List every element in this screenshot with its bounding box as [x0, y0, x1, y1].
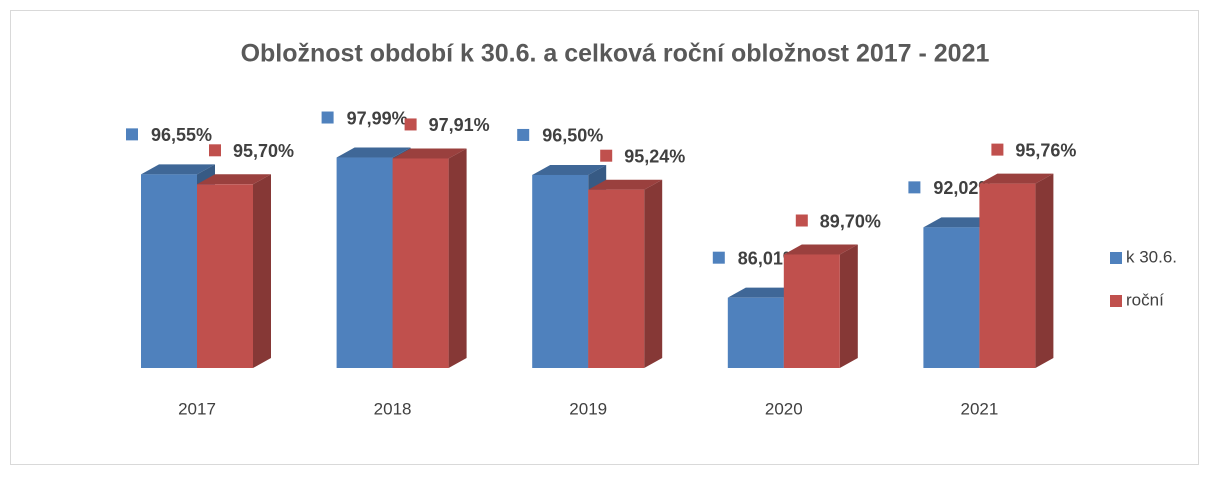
bar	[197, 184, 253, 368]
bar-top	[532, 164, 607, 175]
data-label: 95,70%	[233, 141, 294, 161]
label-marker	[908, 181, 921, 194]
bar-side	[839, 244, 858, 368]
bar-side	[448, 148, 467, 368]
label-marker	[209, 144, 221, 157]
bar-top	[923, 217, 998, 228]
data-label: 95,76%	[1015, 140, 1076, 160]
label-marker	[712, 251, 725, 264]
bar-top	[336, 147, 411, 158]
bar-top	[392, 148, 467, 159]
x-tick-label: 2021	[960, 399, 998, 418]
bar	[532, 174, 589, 368]
label-marker	[517, 128, 530, 141]
bar-top	[141, 164, 215, 175]
bar	[979, 183, 1036, 368]
x-tick-label: 2020	[765, 399, 803, 418]
bar	[923, 227, 980, 368]
label-marker	[795, 214, 808, 227]
bar	[336, 157, 393, 368]
data-label: 92,02%	[933, 178, 994, 198]
x-tick-label: 2019	[569, 399, 607, 418]
data-label: 96,55%	[151, 125, 212, 145]
legend-label: roční	[1126, 290, 1164, 309]
bar-top	[979, 173, 1054, 184]
bar-side	[1035, 173, 1054, 368]
bar-top	[197, 174, 271, 185]
label-marker	[404, 118, 417, 131]
data-label: 89,70%	[820, 211, 881, 231]
label-marker	[991, 143, 1004, 156]
legend-marker	[1110, 252, 1122, 264]
legend-marker	[1110, 295, 1122, 307]
data-label: 97,91%	[429, 115, 490, 135]
legend-label: k 30.6.	[1126, 247, 1177, 266]
label-marker	[321, 111, 334, 124]
data-label: 95,24%	[624, 146, 685, 166]
bar-side	[644, 179, 663, 368]
bar	[141, 174, 197, 368]
bar-side	[253, 174, 271, 368]
label-marker	[600, 149, 613, 162]
data-label: 96,50%	[542, 126, 603, 146]
bar-top	[727, 287, 802, 298]
bar	[783, 254, 840, 368]
data-label: 86,01%	[738, 248, 799, 268]
data-label: 97,99%	[347, 108, 408, 128]
bar-top	[783, 244, 858, 255]
bar	[392, 158, 449, 368]
x-tick-label: 2017	[178, 399, 216, 418]
bar	[727, 297, 784, 368]
chart-title: Obložnost období k 30.6. a celková roční…	[241, 40, 990, 68]
label-marker	[126, 128, 138, 141]
bar	[588, 189, 645, 368]
x-tick-label: 2018	[374, 399, 412, 418]
bar-top	[588, 179, 663, 190]
